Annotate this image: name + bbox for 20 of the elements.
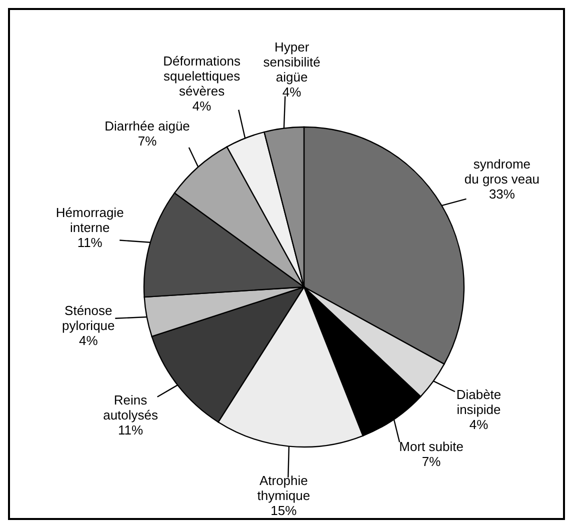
slice-label: Hyper sensibilité aigüe: [263, 40, 320, 85]
slice-label: Hémorragie interne: [56, 204, 124, 235]
data-label: 7%: [422, 454, 442, 469]
slice-label: Sténose pylorique: [62, 302, 115, 333]
data-label: 15%: [270, 503, 298, 518]
slice-label: Diarrhée aigüe: [104, 118, 190, 134]
data-label: 7%: [138, 134, 158, 149]
slice-label: syndrome du gros veau: [464, 156, 540, 186]
slice-label: Diabète insipide: [456, 387, 502, 418]
slice-label: Mort subite: [399, 438, 464, 454]
data-label: 4%: [192, 98, 212, 114]
slice-label: Déformations squelettiques sévères: [163, 53, 241, 98]
data-label: 4%: [282, 84, 302, 100]
slice-label: Reins autolysés: [103, 392, 159, 423]
slice-label: Atrophie thymique: [257, 473, 310, 504]
data-label: 4%: [469, 417, 489, 432]
data-label: 33%: [488, 186, 516, 202]
data-label: 11%: [77, 234, 103, 250]
data-label: 4%: [78, 332, 98, 348]
data-label: 11%: [118, 422, 144, 438]
